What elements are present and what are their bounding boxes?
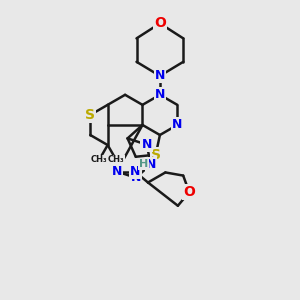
Text: N: N <box>155 88 165 101</box>
Text: O: O <box>154 16 166 30</box>
Text: S: S <box>85 108 95 122</box>
Text: S: S <box>151 148 161 162</box>
Text: CH₃: CH₃ <box>91 155 107 164</box>
Text: N: N <box>155 69 165 82</box>
Text: N: N <box>131 171 141 184</box>
Text: N: N <box>142 138 152 151</box>
Text: N: N <box>172 118 182 131</box>
Text: N: N <box>130 165 140 178</box>
Text: O: O <box>154 16 166 30</box>
Text: N: N <box>146 158 156 171</box>
Text: N: N <box>112 165 122 178</box>
Text: O: O <box>183 185 195 199</box>
Text: CH₃: CH₃ <box>108 155 124 164</box>
Text: H: H <box>139 159 148 169</box>
Text: N: N <box>155 69 165 82</box>
